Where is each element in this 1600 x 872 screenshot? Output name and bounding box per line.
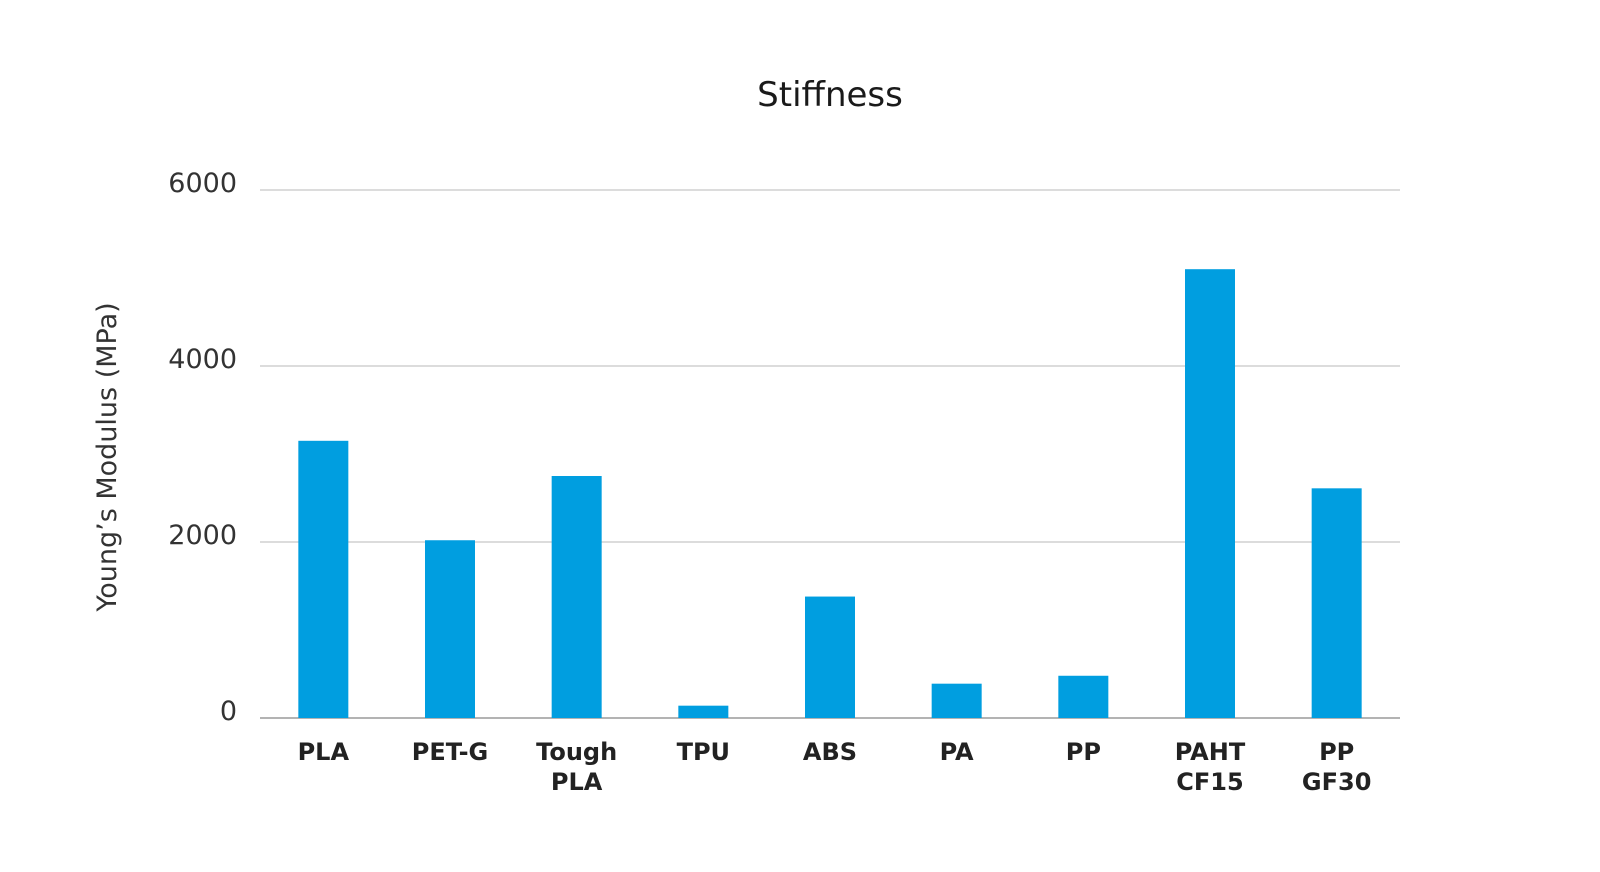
- y-tick-label-4000: 4000: [168, 344, 237, 375]
- bar-abs: [805, 596, 855, 718]
- x-tick-label-pet-g: PET-G: [412, 738, 489, 766]
- x-tick-label-pp-gf30: PP GF30: [1302, 738, 1372, 796]
- chart-title: Stiffness: [757, 75, 903, 115]
- x-tick-label-pp: PP: [1066, 738, 1101, 766]
- x-tick-label-tpu: TPU: [677, 738, 730, 766]
- bar-pla: [298, 440, 349, 718]
- bar-pp: [1058, 675, 1109, 718]
- x-tick-label-tough-pla: Tough PLA: [536, 738, 617, 796]
- bar-pa: [931, 683, 982, 718]
- bar-pp-gf30: [1311, 488, 1362, 718]
- bar-pet-g: [425, 540, 475, 718]
- y-tick-label-2000: 2000: [168, 520, 237, 551]
- bar-tpu: [678, 705, 729, 718]
- x-tick-label-paht-cf15: PAHT CF15: [1175, 738, 1246, 796]
- x-tick-label-pla: PLA: [298, 738, 350, 766]
- y-tick-label-0: 0: [220, 696, 237, 727]
- bars: [298, 269, 1362, 718]
- x-tick-label-abs: ABS: [803, 738, 857, 766]
- bar-tough-pla: [551, 476, 602, 718]
- x-tick-label-pa: PA: [940, 738, 974, 766]
- y-axis-label: Young’s Modulus (MPa): [92, 302, 123, 612]
- bar-paht-cf15: [1185, 269, 1235, 718]
- y-tick-labels: 0 2000 4000 6000: [168, 168, 237, 727]
- x-tick-labels: PLA PET-G Tough PLA TPU ABS PA PP PAHT CF15 PP GF30: [298, 738, 1372, 796]
- y-tick-label-6000: 6000: [168, 168, 237, 199]
